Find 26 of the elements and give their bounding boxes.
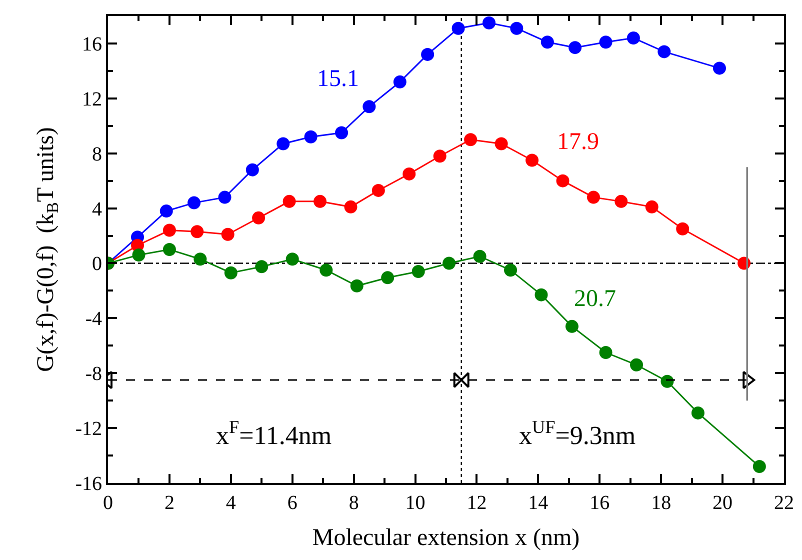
x-tick-label: 22 — [774, 492, 794, 514]
x-tick-label: 2 — [164, 492, 174, 514]
x-tick-label: 10 — [405, 492, 426, 514]
annotation: x$^{F}$=11.4nm — [216, 417, 332, 450]
y-tick-label: 16 — [82, 33, 102, 56]
x-tick-label: 20 — [712, 492, 733, 514]
x-tick-label: 12 — [466, 492, 487, 514]
annotation: x$^{UF}$=9.3nm — [519, 417, 636, 450]
y-tick-label: 0 — [92, 253, 102, 276]
y-tick-label: -8 — [85, 363, 102, 386]
x-tick-label: 16 — [590, 492, 610, 514]
x-axis-title: Molecular extension x (nm) — [312, 524, 580, 551]
y-tick-label: -4 — [85, 308, 102, 330]
x-tick-label: 4 — [226, 492, 236, 514]
y-tick-label: -12 — [75, 418, 102, 440]
y-tick-label: -16 — [75, 473, 102, 495]
y-tick-label: 12 — [82, 88, 102, 110]
y-tick-label: 8 — [92, 143, 102, 166]
x-tick-label: 6 — [287, 492, 298, 514]
annotation: 17.9 — [557, 129, 599, 155]
y-tick-label: 4 — [92, 198, 102, 220]
annotation: 15.1 — [317, 66, 359, 92]
x-tick-label: 18 — [651, 492, 672, 514]
x-tick-label: 14 — [528, 492, 548, 514]
annotation: 20.7 — [574, 286, 616, 312]
x-tick-label: 8 — [348, 492, 359, 514]
